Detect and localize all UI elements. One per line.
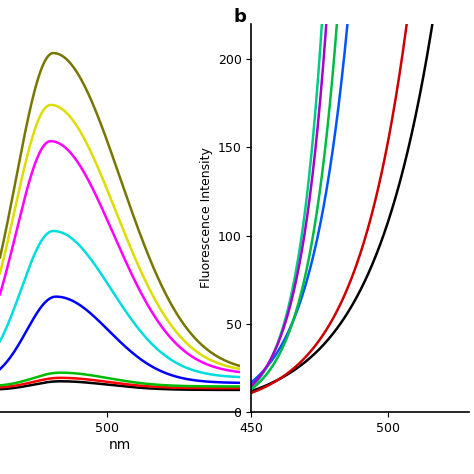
Text: b: b [234, 8, 246, 26]
X-axis label: nm: nm [109, 438, 131, 452]
Y-axis label: Fluorescence Intensity: Fluorescence Intensity [201, 147, 213, 289]
